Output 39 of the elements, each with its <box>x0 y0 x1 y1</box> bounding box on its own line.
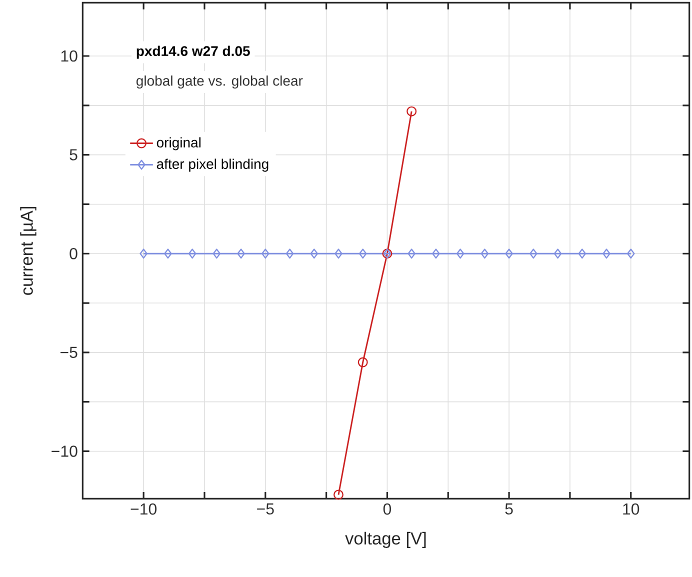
point <box>358 248 367 258</box>
point <box>626 248 635 258</box>
x-tick-label: −10 <box>130 503 157 515</box>
point <box>310 248 318 258</box>
legend-label: after pixel blinding <box>156 158 268 172</box>
text: pxd14.6 w27 d.05 <box>136 46 250 59</box>
point <box>406 106 417 116</box>
point <box>358 357 368 368</box>
x-tick-label: −5 <box>257 503 274 514</box>
x-tick-label: 0 <box>383 503 392 515</box>
y-axis-title: current [µA] <box>20 206 36 295</box>
text: global gate vs. global clear <box>136 75 303 88</box>
point <box>333 490 344 500</box>
point <box>188 248 196 258</box>
x-axis-title: voltage [V] <box>345 532 426 548</box>
x-tick-label: 10 <box>623 503 640 515</box>
point <box>164 248 172 258</box>
y-tick-label: 5 <box>70 149 78 160</box>
point <box>530 248 538 258</box>
x-tick-label: 5 <box>505 503 513 514</box>
point <box>262 248 270 258</box>
point <box>554 248 562 258</box>
point <box>212 248 221 258</box>
point <box>140 248 148 258</box>
point <box>408 248 416 258</box>
point <box>286 248 294 258</box>
point <box>237 248 245 258</box>
point <box>334 248 342 258</box>
point <box>456 248 464 258</box>
y-tick-label: 0 <box>70 248 78 260</box>
point <box>480 248 489 258</box>
point <box>602 248 610 258</box>
point <box>505 248 513 258</box>
y-tick-label: −5 <box>60 346 78 358</box>
legend-label: original <box>156 137 200 150</box>
point <box>578 248 586 258</box>
point <box>432 248 440 258</box>
y-tick-label: −10 <box>52 445 78 457</box>
y-tick-label: 10 <box>61 50 78 62</box>
